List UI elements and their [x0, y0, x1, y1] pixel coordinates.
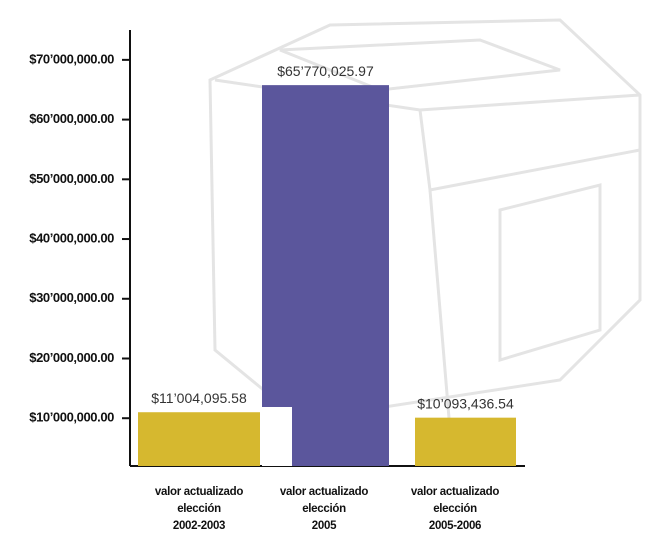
y-tick-label: $50’000,000.00 — [29, 171, 114, 186]
value-label: $10’093,436.54 — [417, 395, 514, 411]
x-tick-label-line: valor actualizado — [280, 486, 368, 498]
value-label: $65’770,025.97 — [277, 63, 374, 79]
x-tick-label: valor actualizado elección 2005 — [280, 486, 368, 532]
bar-notch — [262, 407, 292, 466]
x-tick-label: valor actualizado elección 2002-2003 — [155, 486, 243, 532]
y-tick-label: $30’000,000.00 — [29, 290, 114, 305]
x-tick-label-line: 2005 — [312, 520, 337, 532]
y-tick-label: $60’000,000.00 — [29, 111, 114, 126]
x-tick-label-line: elección — [177, 503, 221, 515]
bar — [138, 412, 260, 466]
value-label: $11’004,095.58 — [151, 390, 247, 406]
x-tick-label-line: elección — [433, 503, 477, 515]
x-tick-label-line: valor actualizado — [155, 486, 243, 498]
y-tick-label: $70’000,000.00 — [29, 51, 114, 66]
y-tick-label: $20’000,000.00 — [29, 350, 114, 365]
x-tick-label-line: valor actualizado — [411, 486, 499, 498]
y-tick-label: $10’000,000.00 — [29, 410, 114, 425]
y-tick-label: $40’000,000.00 — [29, 230, 114, 245]
bar — [262, 85, 389, 467]
x-tick-label-line: elección — [302, 503, 346, 515]
bar — [415, 417, 516, 466]
x-tick-label-line: 2002-2003 — [173, 520, 225, 532]
x-tick-label: valor actualizado elección 2005-2006 — [411, 486, 499, 532]
x-tick-label-line: 2005-2006 — [429, 520, 481, 532]
